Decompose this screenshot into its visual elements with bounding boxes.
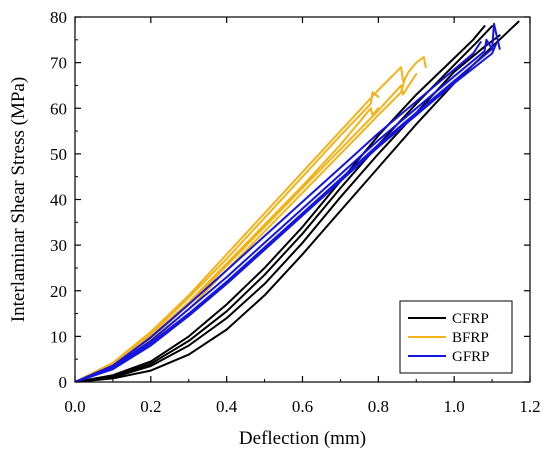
gfrp-specimen-line xyxy=(75,22,501,382)
y-tick-label: 80 xyxy=(50,8,67,27)
cfrp-specimen-line xyxy=(75,25,494,382)
y-axis-label: Interlaminar Shear Stress (MPa) xyxy=(8,77,29,322)
series-bfrp xyxy=(75,56,427,382)
y-tick-label: 10 xyxy=(50,327,67,346)
gfrp-specimen-line xyxy=(75,41,482,382)
bfrp-specimen-line xyxy=(75,56,427,382)
y-tick-label: 30 xyxy=(50,236,67,255)
x-tick-label: 0.8 xyxy=(368,397,389,416)
x-tick-label: 1.0 xyxy=(444,397,465,416)
bfrp-specimen-line xyxy=(75,73,418,382)
bfrp-specimen-line xyxy=(75,107,380,382)
y-tick-label: 40 xyxy=(50,191,67,210)
y-tick-label: 60 xyxy=(50,99,67,118)
bfrp-specimen-line xyxy=(75,91,380,382)
x-tick-label: 0.2 xyxy=(140,397,161,416)
x-axis-label: Deflection (mm) xyxy=(239,428,366,449)
series-gfrp xyxy=(75,22,501,382)
x-tick-label: 0.4 xyxy=(216,397,238,416)
x-tick-label: 0.0 xyxy=(64,397,85,416)
legend-label-bfrp: BFRP xyxy=(452,330,489,346)
gfrp-specimen-line xyxy=(75,38,494,382)
legend-label-cfrp: CFRP xyxy=(452,311,489,327)
gfrp-specimen-line xyxy=(75,43,497,382)
legend: CFRP BFRP GFRP xyxy=(399,300,513,374)
cfrp-specimen-line xyxy=(75,34,501,382)
axes-layer: 0.0 0.2 0.4 0.6 0.8 1.0 1.2 0 10 20 30 40 50 60 70 80 xyxy=(50,8,541,416)
cfrp-specimen-line xyxy=(75,25,486,382)
y-tick-label: 20 xyxy=(50,282,67,301)
bfrp-specimen-line xyxy=(75,66,404,382)
x-tick-label: 1.2 xyxy=(519,397,540,416)
series-layer xyxy=(75,20,520,382)
x-tick-label: 0.6 xyxy=(292,397,313,416)
y-tick-label: 70 xyxy=(50,54,67,73)
legend-label-gfrp: GFRP xyxy=(452,349,490,365)
y-tick-label: 50 xyxy=(50,145,67,164)
y-tick-label: 0 xyxy=(59,373,68,392)
